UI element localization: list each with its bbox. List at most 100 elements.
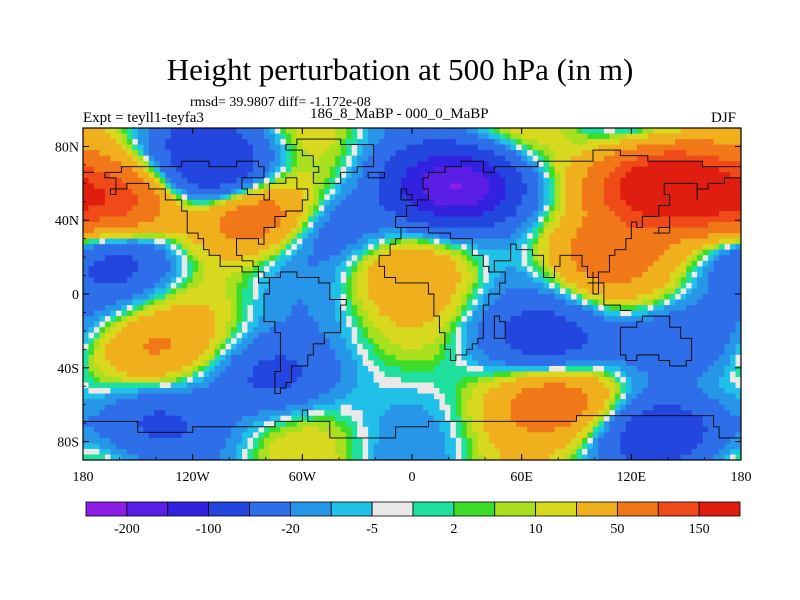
field-cell	[450, 271, 457, 278]
field-cell	[560, 139, 567, 146]
field-cell	[280, 343, 287, 350]
field-cell	[642, 249, 649, 256]
field-cell	[154, 183, 161, 190]
field-cell	[93, 277, 101, 284]
field-cell	[510, 294, 517, 301]
field-cell	[708, 172, 715, 179]
field-cell	[401, 282, 408, 290]
field-cell	[488, 227, 495, 234]
field-cell	[93, 194, 101, 201]
field-cell	[675, 316, 682, 323]
field-cell	[137, 299, 144, 306]
field-cell	[285, 282, 292, 290]
field-cell	[302, 271, 309, 278]
field-cell	[439, 238, 446, 245]
field-cell	[236, 238, 243, 245]
field-cell	[373, 282, 380, 290]
field-cell	[724, 233, 731, 240]
field-cell	[543, 150, 550, 157]
field-cell	[373, 194, 380, 201]
field-cell	[187, 282, 194, 290]
field-cell	[329, 144, 336, 151]
field-cell	[220, 343, 227, 350]
field-cell	[302, 139, 309, 146]
field-cell	[236, 354, 243, 361]
field-cell	[159, 128, 166, 135]
field-cell	[318, 338, 325, 345]
field-cell	[527, 222, 534, 229]
field-cell	[121, 194, 128, 201]
field-cell	[373, 150, 380, 157]
field-cell	[576, 216, 583, 223]
field-cell	[592, 133, 600, 140]
field-cell	[636, 155, 643, 162]
field-cell	[658, 327, 665, 334]
field-cell	[132, 161, 139, 168]
field-cell	[285, 310, 292, 317]
field-cell	[181, 255, 188, 262]
field-cell	[576, 133, 583, 140]
field-cell	[450, 233, 457, 240]
field-cell	[675, 299, 682, 306]
field-cell	[351, 349, 358, 356]
field-cell	[373, 271, 380, 278]
field-cell	[143, 150, 150, 157]
field-cell	[280, 155, 287, 162]
field-cell	[93, 205, 101, 212]
field-cell	[554, 282, 561, 290]
field-cell	[571, 343, 578, 350]
field-cell	[499, 310, 506, 317]
field-cell	[422, 227, 430, 234]
field-cell	[439, 205, 446, 212]
field-cell	[379, 288, 386, 295]
field-cell	[335, 172, 342, 179]
field-cell	[187, 260, 194, 267]
field-cell	[598, 155, 605, 162]
field-cell	[181, 150, 188, 157]
field-cell	[713, 216, 720, 223]
field-cell	[104, 354, 112, 361]
field-cell	[455, 316, 462, 323]
field-cell	[631, 144, 638, 151]
field-cell	[499, 177, 506, 184]
field-cell	[242, 166, 249, 173]
field-cell	[708, 343, 715, 350]
field-cell	[483, 316, 490, 323]
field-cell	[329, 133, 336, 140]
field-cell	[143, 338, 150, 345]
field-cell	[137, 271, 144, 278]
field-cell	[280, 349, 287, 356]
field-cell	[368, 244, 375, 251]
field-cell	[351, 133, 358, 140]
field-cell	[483, 249, 490, 256]
field-cell	[477, 161, 484, 168]
field-cell	[625, 338, 632, 345]
field-cell	[691, 271, 698, 278]
field-cell	[735, 233, 741, 240]
field-cell	[83, 177, 90, 184]
field-cell	[565, 266, 572, 273]
field-cell	[263, 338, 271, 345]
field-cell	[198, 310, 205, 317]
field-cell	[214, 249, 221, 256]
field-cell	[571, 327, 578, 334]
field-cell	[686, 199, 693, 207]
field-cell	[422, 238, 430, 245]
field-cell	[231, 155, 238, 162]
field-cell	[450, 199, 457, 207]
field-cell	[510, 155, 517, 162]
field-cell	[181, 216, 188, 223]
field-cell	[472, 332, 479, 339]
field-cell	[83, 144, 90, 151]
field-cell	[521, 332, 528, 339]
field-cell	[132, 199, 139, 207]
field-cell	[592, 316, 600, 323]
field-cell	[165, 233, 172, 240]
field-cell	[83, 266, 90, 273]
field-cell	[680, 316, 687, 323]
field-cell	[708, 249, 715, 256]
field-cell	[477, 316, 484, 323]
field-cell	[406, 271, 413, 278]
field-cell	[620, 205, 627, 212]
field-cell	[609, 144, 616, 151]
